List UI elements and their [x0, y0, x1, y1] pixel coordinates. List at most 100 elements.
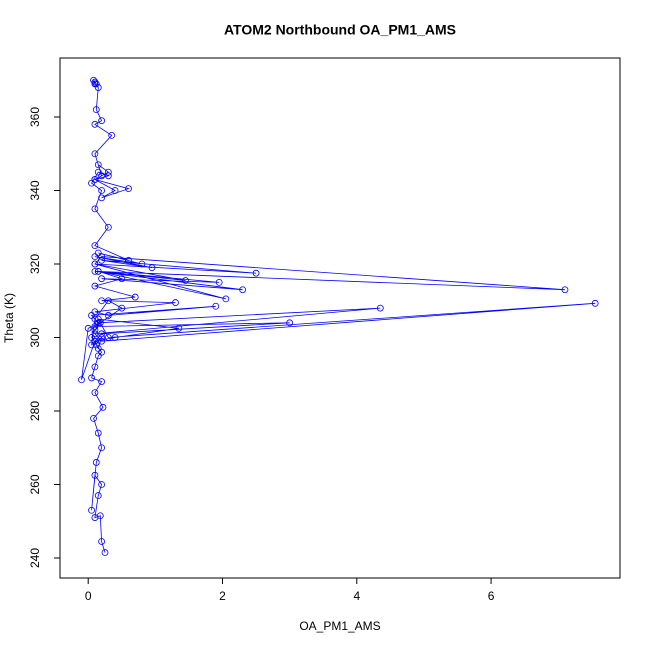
data-point — [125, 185, 132, 193]
data-point — [98, 444, 106, 452]
data-point — [561, 286, 569, 294]
data-point — [118, 304, 126, 312]
data-point — [591, 299, 599, 307]
data-point — [88, 341, 95, 349]
x-axis-label: OA_PM1_AMS — [299, 619, 380, 633]
data-point — [222, 295, 230, 303]
x-tick-label: 0 — [85, 589, 92, 603]
data-point — [98, 297, 106, 305]
data-point — [376, 304, 384, 312]
data-point — [98, 275, 106, 283]
data-point — [131, 293, 139, 301]
data-point — [91, 260, 99, 268]
data-point — [91, 330, 99, 338]
data-point — [91, 78, 99, 86]
data-point — [118, 275, 126, 283]
data-point — [91, 514, 99, 521]
data-point — [91, 337, 99, 345]
data-point — [175, 324, 183, 332]
data-point — [94, 161, 102, 169]
data-point — [88, 334, 95, 341]
data-point — [94, 429, 102, 437]
data-point — [91, 253, 99, 261]
data-point — [98, 194, 106, 202]
data-point — [101, 549, 109, 556]
data-point — [91, 363, 99, 371]
data-point — [88, 506, 95, 514]
data-point — [252, 269, 260, 277]
data-point — [172, 299, 179, 306]
plot-frame — [59, 57, 621, 579]
data-point — [98, 348, 106, 356]
data-point — [286, 319, 294, 327]
y-tick-label: 360 — [28, 107, 42, 127]
y-axis-label: Theta (K) — [2, 293, 16, 343]
data-point — [94, 345, 102, 352]
x-tick-label: 6 — [488, 589, 495, 603]
data-point — [104, 172, 112, 180]
data-point — [108, 131, 116, 139]
data-point — [91, 323, 99, 330]
data-point — [182, 277, 189, 284]
y-tick-label: 240 — [28, 548, 42, 568]
data-point — [91, 389, 99, 397]
y-tick-label: 300 — [28, 327, 42, 347]
data-point — [239, 286, 247, 294]
data-point — [94, 315, 102, 323]
data-point — [91, 242, 99, 250]
data-point — [98, 378, 106, 385]
data-point — [84, 324, 92, 332]
data-point — [92, 341, 100, 349]
chart-title: ATOM2 Northbound OA_PM1_AMS — [224, 22, 456, 38]
data-point — [94, 319, 102, 327]
data-point — [92, 459, 100, 466]
data-point — [90, 414, 97, 422]
data-point — [98, 538, 106, 545]
data-point — [98, 172, 106, 180]
data-point — [88, 312, 95, 319]
data-point — [91, 315, 99, 323]
y-tick-label: 340 — [28, 180, 42, 200]
data-point — [91, 326, 99, 334]
data-point — [98, 337, 106, 345]
data-point — [98, 330, 106, 338]
data-point — [92, 106, 100, 114]
data-point — [88, 374, 95, 382]
data-point — [94, 352, 102, 360]
data-point — [91, 120, 99, 128]
data-point — [91, 176, 99, 183]
data-point — [148, 264, 156, 272]
data-point — [98, 253, 106, 261]
data-point — [91, 205, 99, 213]
data-point — [94, 492, 102, 499]
data-point — [91, 267, 99, 275]
data-point — [91, 471, 99, 479]
data-point — [104, 223, 112, 231]
data-point — [212, 302, 220, 310]
y-tick-label: 260 — [28, 474, 42, 494]
data-point — [91, 150, 99, 158]
data-point — [111, 334, 119, 341]
data-point — [98, 256, 106, 264]
data-point — [98, 334, 106, 341]
data-point — [104, 168, 112, 176]
data-point — [104, 297, 112, 305]
data-point — [94, 84, 102, 91]
data-point — [96, 319, 104, 327]
data-point — [98, 481, 106, 488]
data-point — [94, 168, 102, 176]
data-point — [215, 278, 223, 286]
data-point — [94, 267, 102, 275]
data-point — [78, 376, 85, 384]
x-tick-label: 2 — [219, 589, 226, 603]
data-line — [81, 79, 596, 553]
data-point — [111, 187, 119, 194]
data-point — [91, 308, 99, 316]
x-tick-label: 4 — [353, 589, 360, 603]
data-point — [99, 403, 107, 411]
y-tick-label: 320 — [28, 254, 42, 274]
data-point — [98, 117, 106, 125]
data-point — [94, 249, 102, 257]
data-point — [88, 179, 95, 187]
